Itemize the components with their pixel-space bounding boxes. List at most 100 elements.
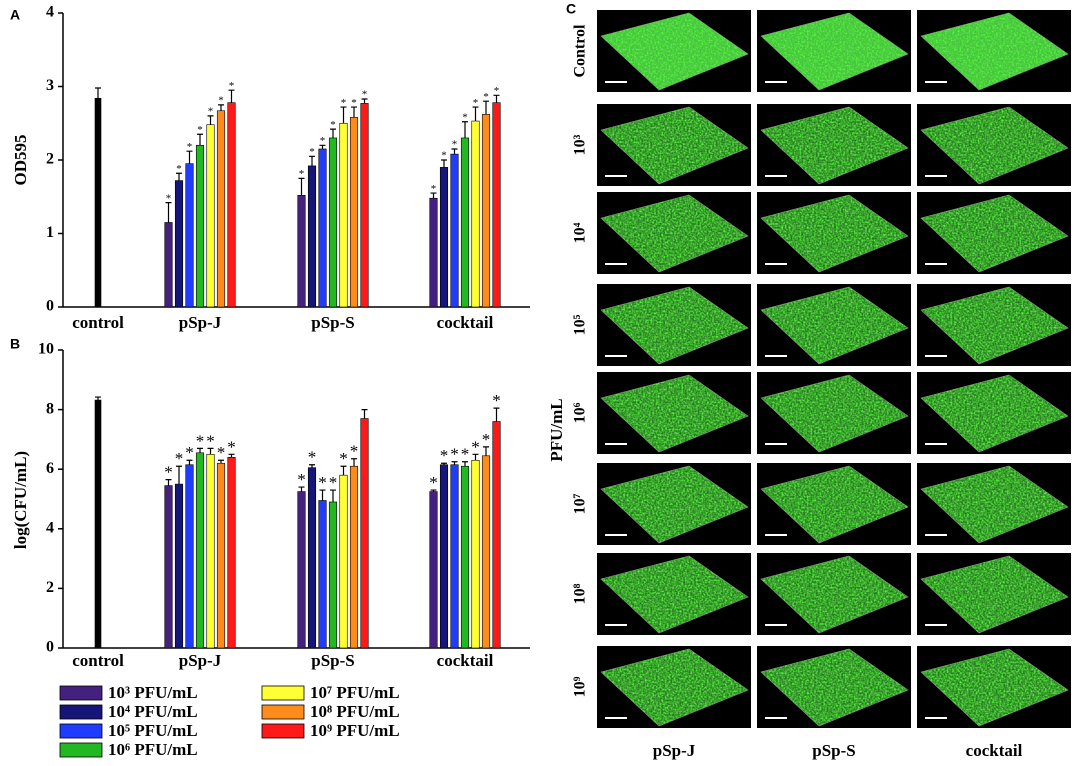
biofilm-texture	[601, 556, 748, 633]
error-bar	[218, 459, 224, 464]
significance-mark: *	[187, 141, 193, 153]
y-tick-label: 2	[46, 151, 54, 168]
y-axis-label: OD595	[11, 135, 30, 186]
significance-mark: *	[208, 106, 214, 118]
bar	[307, 165, 317, 308]
bar	[429, 491, 438, 649]
significance-mark: *	[229, 80, 235, 92]
bar	[492, 421, 501, 649]
significance-mark: *	[339, 449, 348, 468]
bar	[174, 180, 184, 308]
bar	[307, 467, 317, 649]
biofilm-texture	[601, 107, 748, 184]
y-tick-label: 1	[46, 224, 54, 241]
biofilm-texture	[921, 13, 1068, 90]
panel-label: B	[10, 336, 20, 352]
error-bar	[430, 489, 437, 492]
significance-mark: *	[166, 192, 172, 204]
row-label: 10⁶	[572, 402, 589, 423]
legend-label: 10³ PFU/mL	[108, 683, 198, 702]
legend-label: 10⁸ PFU/mL	[310, 702, 400, 721]
biofilm-texture	[601, 287, 748, 364]
row-label: 10⁸	[572, 583, 589, 604]
significance-mark: *	[429, 473, 438, 492]
x-tick-label: pSp-S	[311, 651, 354, 670]
error-bar	[330, 489, 336, 502]
significance-mark: *	[175, 449, 184, 468]
significance-mark: *	[227, 437, 236, 456]
error-bar	[493, 94, 500, 103]
error-bar	[483, 100, 489, 115]
significance-mark: *	[329, 473, 338, 492]
significance-mark: *	[206, 431, 215, 450]
x-tick-label: pSp-J	[179, 313, 222, 332]
bar	[185, 464, 194, 649]
significance-mark: *	[320, 135, 326, 147]
legend-swatch	[261, 704, 305, 720]
bar	[94, 399, 102, 649]
error-bar	[361, 98, 368, 104]
biofilm-texture	[601, 195, 748, 272]
x-tick-label: control	[72, 651, 124, 670]
bar	[429, 197, 438, 308]
biofilm-texture	[921, 287, 1068, 364]
error-bar	[340, 465, 347, 476]
y-tick-label: 8	[46, 400, 54, 417]
significance-mark: *	[351, 97, 357, 109]
significance-mark: *	[341, 97, 347, 109]
bar	[297, 491, 306, 649]
x-tick-label: cocktail	[437, 651, 494, 670]
bar	[439, 167, 449, 308]
legend-swatch	[59, 685, 103, 701]
error-bar	[298, 177, 305, 196]
significance-mark: *	[176, 163, 182, 175]
error-bar	[340, 106, 347, 124]
legend-swatch	[59, 742, 103, 758]
biofilm-texture	[761, 13, 908, 90]
bar	[206, 124, 215, 308]
error-bar	[207, 115, 214, 125]
significance-mark: *	[197, 124, 203, 136]
error-bar	[197, 447, 203, 453]
bar	[360, 103, 369, 308]
error-bar	[462, 461, 468, 467]
legend-label: 10⁴ PFU/mL	[108, 702, 198, 721]
row-axis-label: PFU/mL	[547, 398, 566, 461]
biofilm-texture	[761, 195, 908, 272]
error-bar	[351, 458, 357, 467]
y-tick-label: 4	[46, 519, 54, 536]
significance-mark: *	[330, 119, 336, 131]
row-label: 10⁹	[572, 676, 589, 697]
bar	[471, 120, 480, 308]
error-bar	[361, 409, 368, 419]
biofilm-texture	[921, 195, 1068, 272]
biofilm-texture	[921, 466, 1068, 543]
significance-mark: *	[362, 89, 368, 101]
panel-label: A	[10, 7, 20, 23]
significance-mark: *	[350, 442, 359, 461]
bar	[481, 455, 491, 649]
error-bar	[207, 447, 214, 455]
bar	[492, 102, 501, 308]
bar	[227, 102, 236, 308]
legend-label: 10⁶ PFU/mL	[108, 740, 198, 759]
row-label: 10³	[572, 134, 589, 155]
bar	[349, 117, 359, 308]
error-bar	[186, 150, 193, 164]
error-bar	[165, 479, 172, 486]
significance-mark: *	[297, 470, 306, 489]
column-label: cocktail	[966, 741, 1023, 760]
biofilm-texture	[601, 13, 748, 90]
significance-mark: *	[441, 150, 447, 162]
significance-mark: *	[450, 445, 459, 464]
error-bar	[186, 459, 193, 465]
error-bar	[483, 446, 489, 456]
legend-swatch	[59, 704, 103, 720]
bar	[164, 485, 173, 649]
column-label: pSp-J	[653, 741, 696, 760]
bar	[297, 194, 306, 308]
biofilm-texture	[761, 375, 908, 452]
error-bar	[472, 453, 479, 461]
bar	[227, 456, 236, 649]
significance-mark: *	[461, 445, 470, 464]
